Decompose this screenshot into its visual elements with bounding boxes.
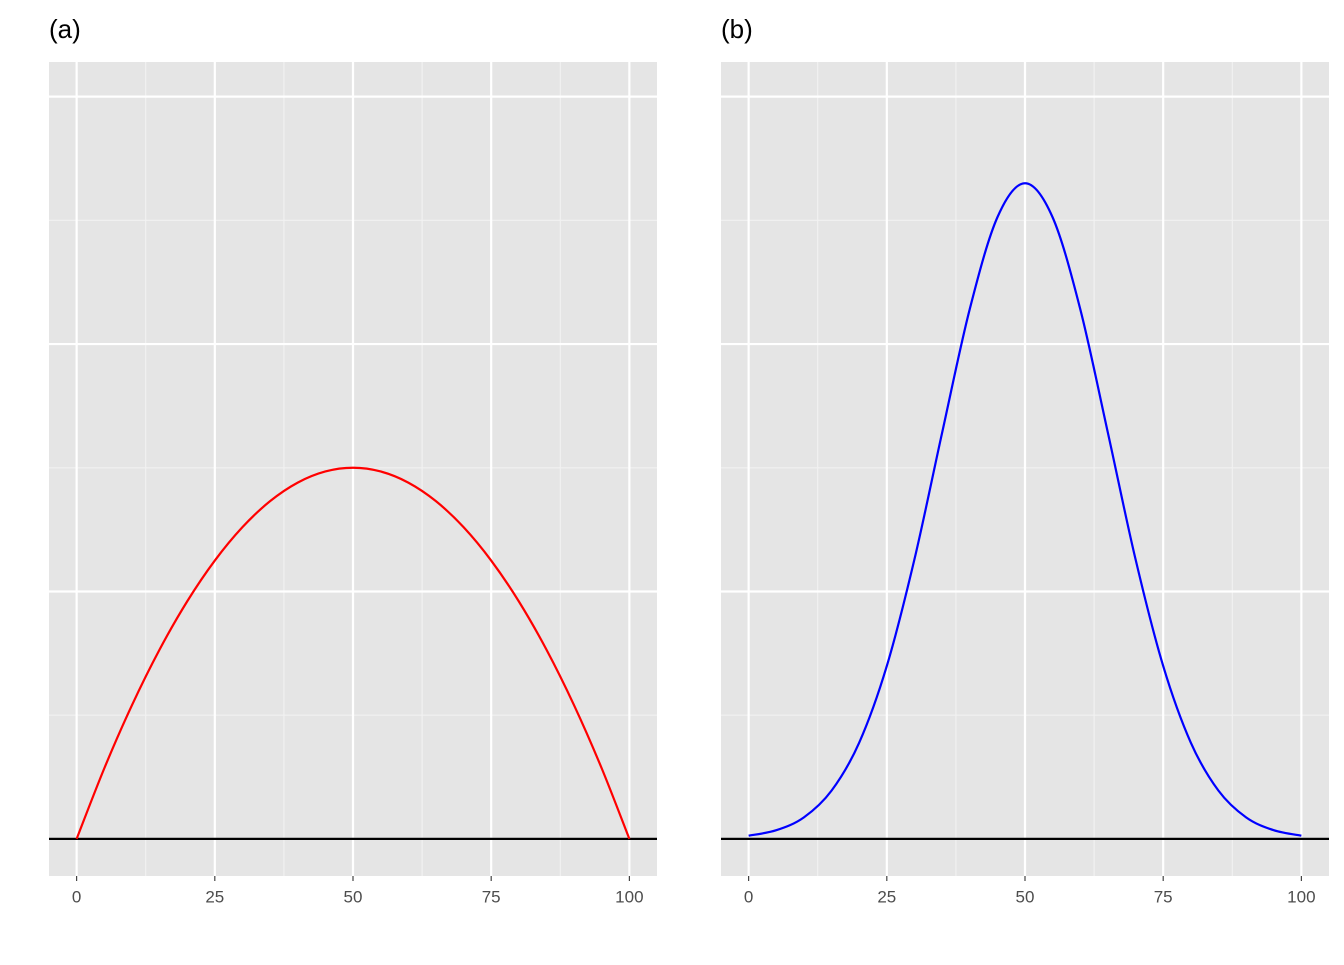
- panel-title: (a): [49, 14, 81, 44]
- line: [748, 182, 1302, 837]
- x-tick-label: 25: [877, 887, 896, 906]
- x-tick-label: 50: [344, 887, 363, 906]
- x-tick-label: 25: [205, 887, 224, 906]
- x-tick-label: 0: [744, 887, 753, 906]
- panel-title: (b): [721, 14, 753, 44]
- x-tick-label: 75: [1154, 887, 1173, 906]
- x-tick-label: 50: [1016, 887, 1035, 906]
- x-tick-label: 75: [482, 887, 501, 906]
- x-tick-label: 100: [615, 887, 643, 906]
- x-tick-label: 100: [1287, 887, 1315, 906]
- line: [75, 466, 631, 840]
- x-tick-label: 0: [72, 887, 81, 906]
